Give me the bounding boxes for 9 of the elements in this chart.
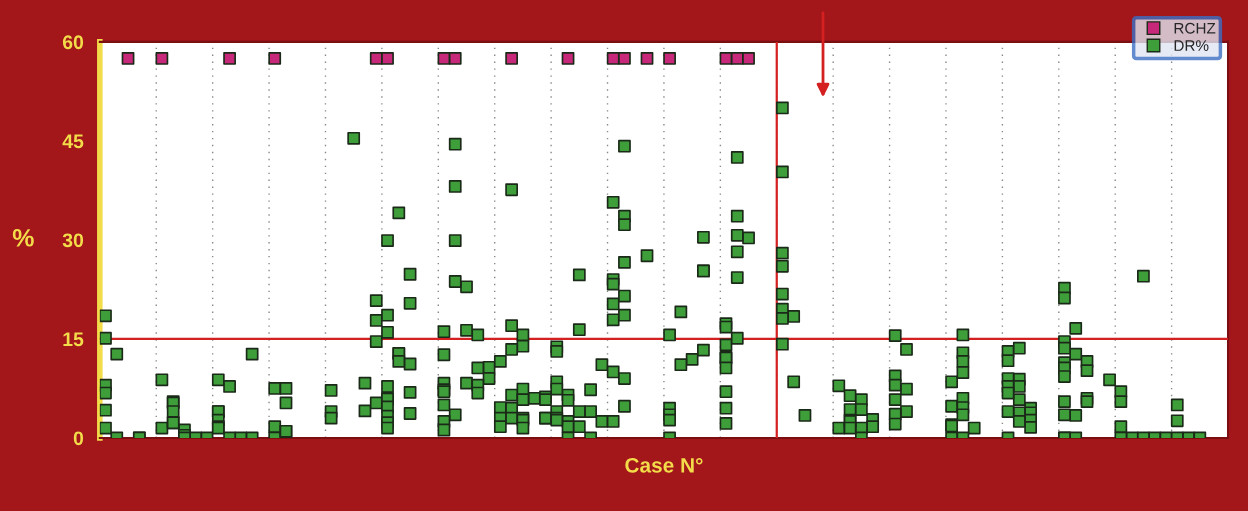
legend-label: DR% [1174, 40, 1209, 51]
legend-label: RCHZ [1174, 22, 1216, 34]
y-tick-label: 0 [73, 431, 84, 446]
y-tick-label: 60 [62, 35, 84, 50]
y-tick-label: 15 [63, 332, 84, 347]
y-tick-label: 30 [62, 233, 84, 248]
y-axis-title: % [12, 228, 34, 247]
x-axis-title: Case N° [625, 457, 703, 473]
y-tick-label: 45 [62, 134, 84, 149]
